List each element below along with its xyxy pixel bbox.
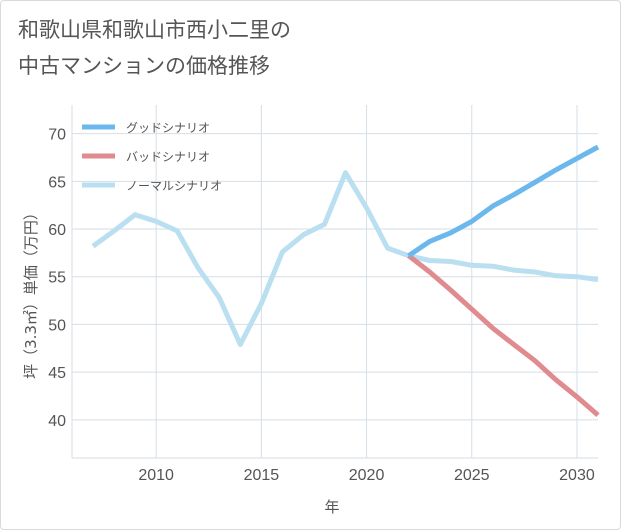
- y-tick-label: 65: [48, 174, 66, 191]
- y-tick-label: 40: [48, 413, 66, 430]
- x-tick-label: 2020: [349, 467, 385, 484]
- y-tick-label: 70: [48, 127, 66, 144]
- x-tick-label: 2015: [244, 467, 280, 484]
- plot-area: [72, 105, 598, 458]
- x-tick-label: 2010: [138, 467, 174, 484]
- y-tick-label: 50: [48, 317, 66, 334]
- chart-title: 和歌山県和歌山市西小二里の 中古マンションの価格推移: [18, 12, 578, 84]
- series-line-good: [407, 144, 600, 258]
- y-tick-label: 45: [48, 365, 66, 382]
- legend-label: グッドシナリオ: [126, 121, 210, 135]
- x-tick-label: 2025: [454, 467, 490, 484]
- x-axis-label: 年: [324, 498, 339, 516]
- series-line-bad: [407, 253, 600, 417]
- x-axis-ticks: 2010 2015 2020 2025 2030: [138, 467, 594, 484]
- chart-title-line1: 和歌山県和歌山市西小二里の: [18, 18, 291, 42]
- series-line-normal: [91, 170, 599, 347]
- chart-title-line2: 中古マンションの価格推移: [18, 54, 270, 78]
- y-tick-label: 55: [48, 270, 66, 287]
- legend-label: バッドシナリオ: [126, 150, 210, 164]
- legend-label: ノーマルシナリオ: [126, 179, 222, 193]
- grid-lines: [71, 105, 598, 459]
- series-lines: [91, 144, 600, 417]
- x-tick-label: 2030: [559, 467, 595, 484]
- y-axis-ticks: 40 45 50 55 60 65 70: [48, 127, 66, 430]
- y-axis-label: 坪（3.3㎡）単価（万円）: [22, 205, 40, 379]
- y-tick-label: 60: [48, 222, 66, 239]
